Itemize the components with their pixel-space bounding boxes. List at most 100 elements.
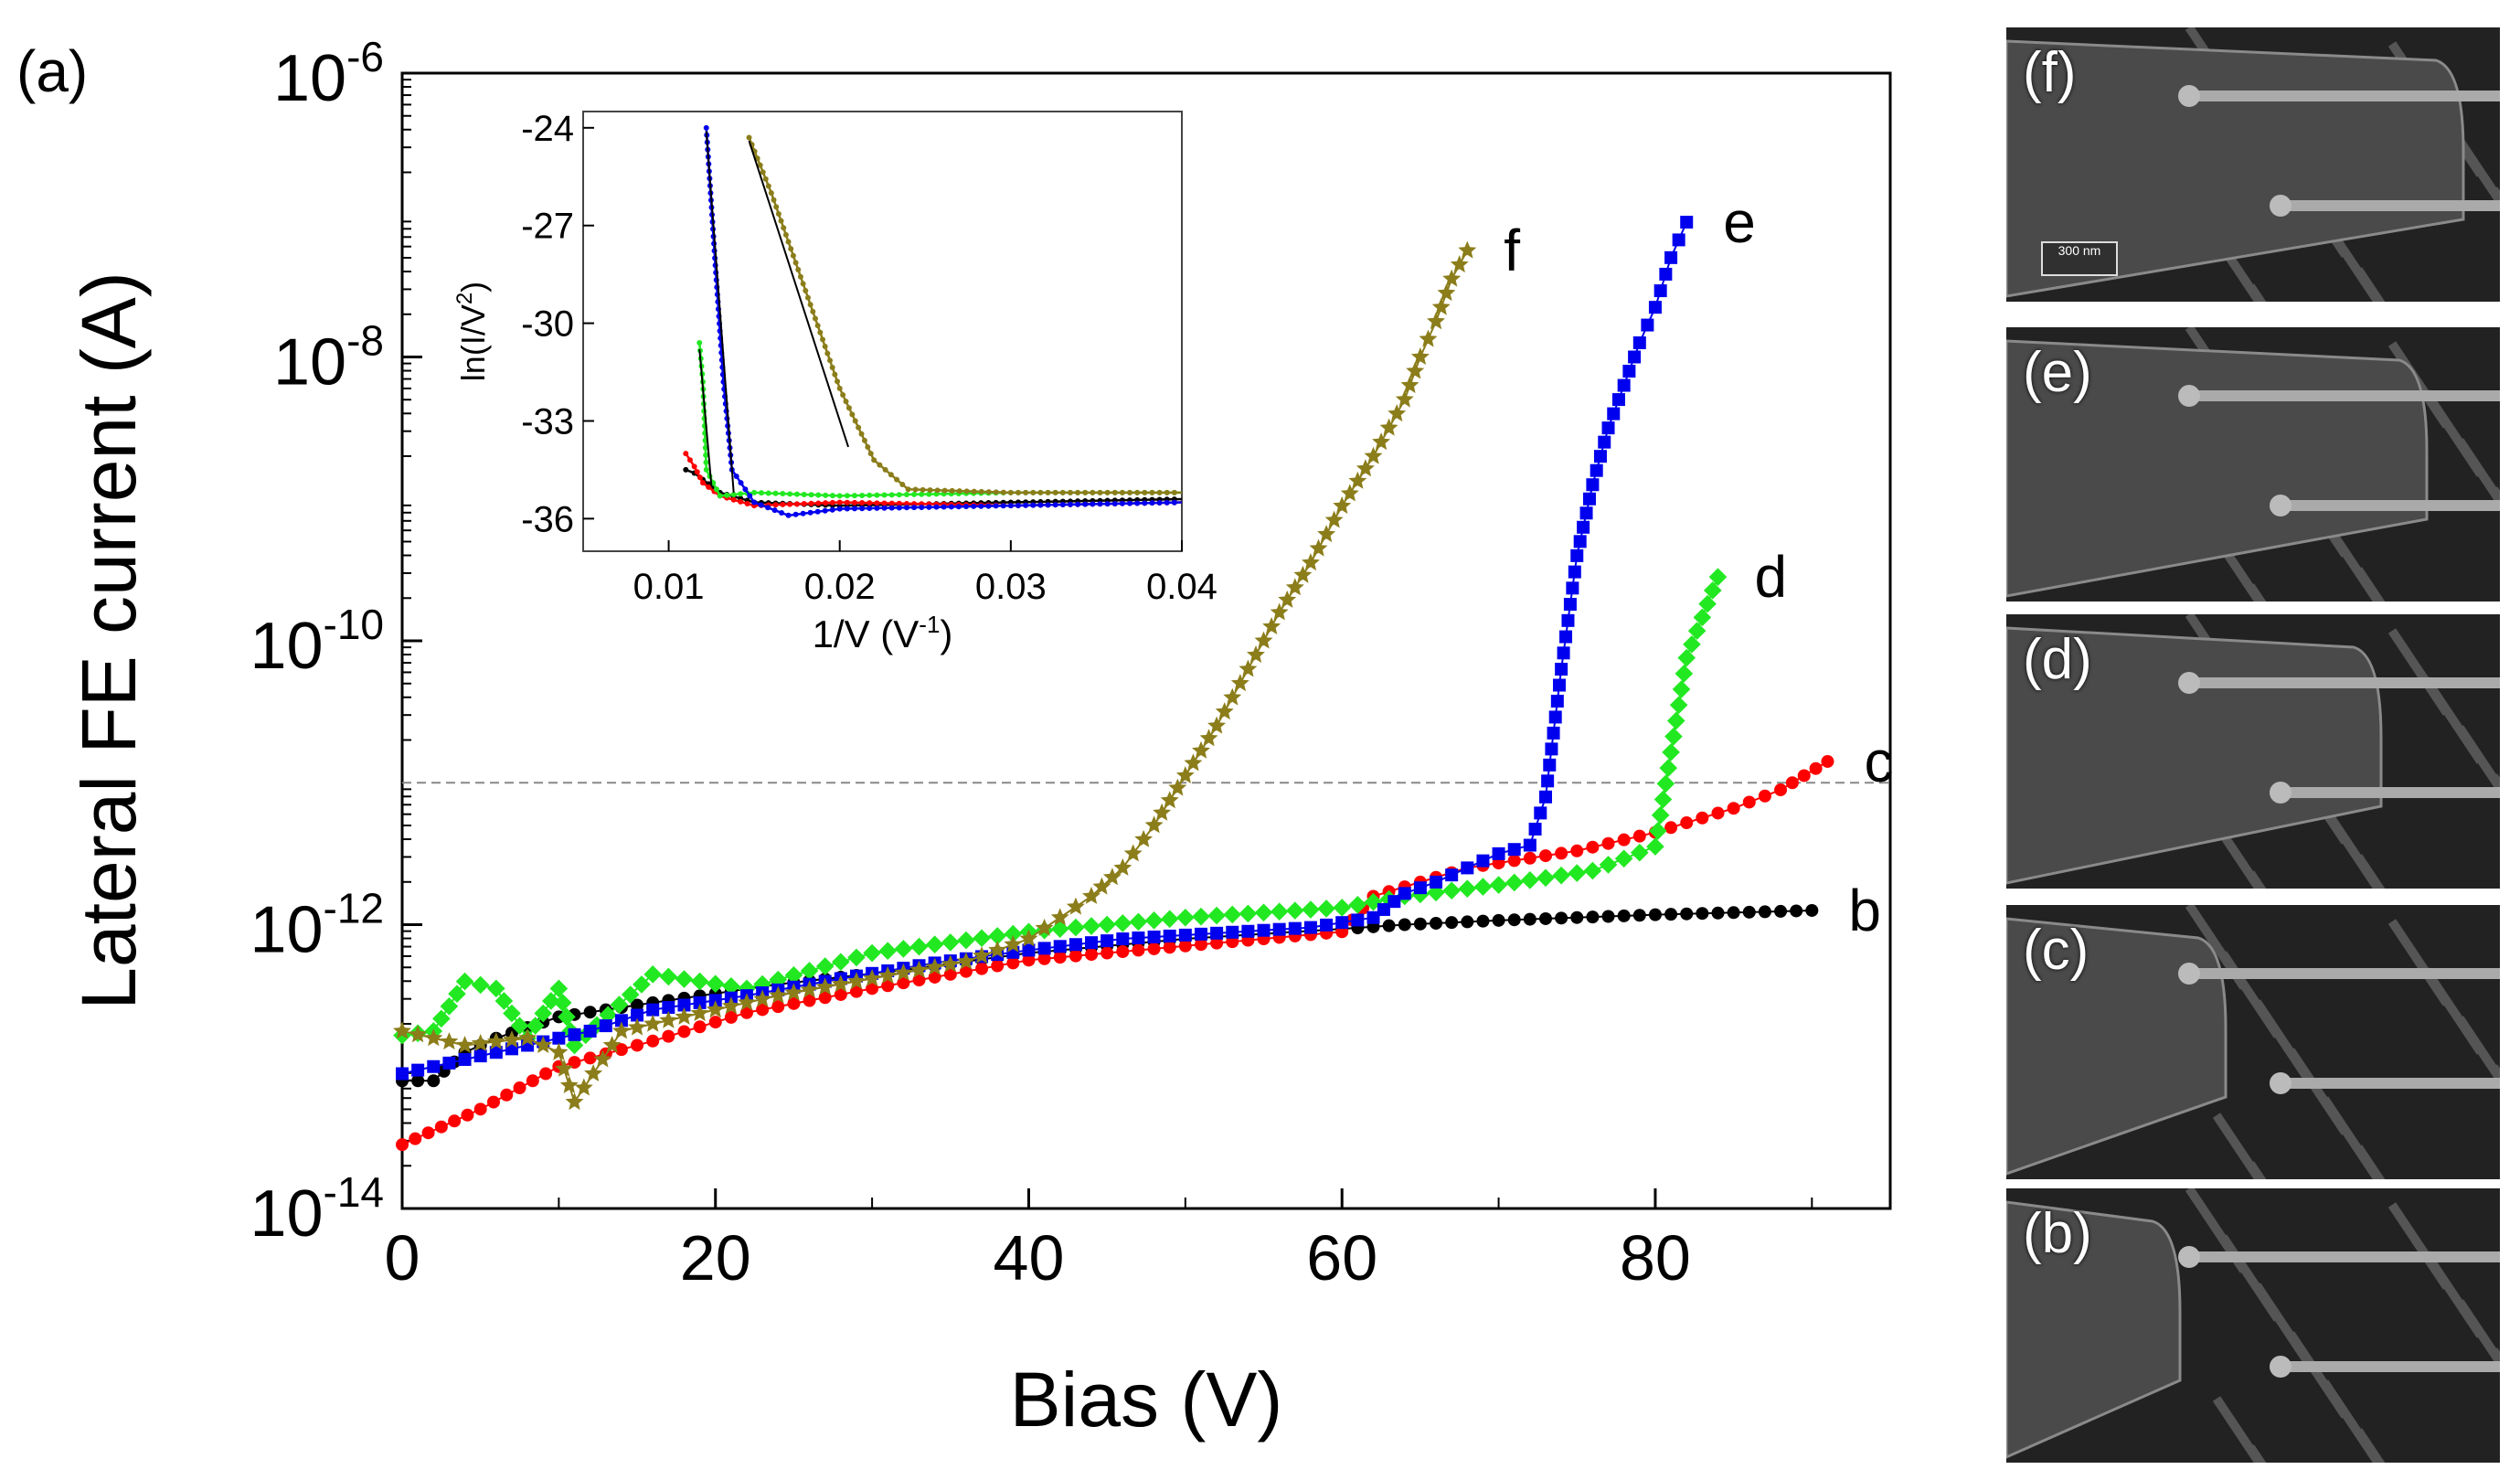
data-point-b — [1727, 906, 1740, 920]
data-point-d — [510, 1017, 529, 1035]
data-point-d — [1666, 711, 1685, 730]
inset-data-point-f — [899, 481, 906, 487]
data-point-f — [1458, 240, 1477, 259]
data-point-b — [1538, 911, 1552, 925]
inset-data-point-f — [771, 197, 777, 203]
y-tick-label: 10-6 — [273, 33, 384, 115]
data-point-d — [1693, 608, 1712, 627]
inset-data-point-f — [1149, 489, 1155, 495]
data-point-e — [1541, 774, 1555, 788]
inset-data-point-c — [815, 500, 822, 506]
data-point-d — [1302, 900, 1320, 919]
inset-data-point-f — [840, 391, 846, 398]
inset-data-point-f — [797, 273, 803, 280]
sem-illustration — [2006, 905, 2500, 1179]
data-point-e — [427, 1059, 441, 1073]
data-point-f — [1379, 418, 1398, 436]
data-point-b — [1790, 904, 1803, 918]
data-point-d — [1568, 864, 1587, 882]
data-point-b — [411, 1074, 425, 1088]
data-point-d — [909, 937, 929, 956]
y-tick-label: 10-10 — [250, 601, 384, 683]
inset-data-point-e — [941, 504, 947, 510]
data-point-b — [583, 1006, 597, 1019]
data-point-c — [771, 1000, 785, 1014]
inset-data-point-e — [896, 505, 902, 511]
data-point-e — [1085, 936, 1099, 950]
data-point-d — [1144, 911, 1164, 930]
data-point-d — [1677, 648, 1696, 667]
data-point-f — [973, 946, 991, 964]
data-point-f — [1302, 553, 1320, 571]
data-point-c — [1006, 956, 1020, 970]
data-point-f — [847, 972, 866, 990]
data-point-c — [473, 1102, 487, 1116]
data-point-e — [1617, 378, 1631, 392]
data-point-c — [912, 974, 926, 987]
inset-data-point-f — [949, 487, 955, 494]
data-point-c — [434, 1120, 448, 1134]
inset-data-point-e — [874, 505, 880, 511]
inset-data-point-f — [963, 488, 970, 495]
data-point-c — [1742, 795, 1756, 809]
data-point-e — [1545, 742, 1558, 756]
main-plot: 0 20 40 60 80 10-14 10-12 10-10 10-8 10-6 Bias (V)… — [66, 33, 1893, 1443]
data-point-d — [1675, 665, 1694, 683]
inset-data-point-f — [1059, 489, 1066, 495]
data-point-b — [1430, 916, 1443, 930]
data-point-e — [1523, 838, 1536, 852]
data-point-f — [1175, 766, 1195, 783]
inset-data-point-e — [1090, 501, 1096, 507]
data-point-e — [411, 1063, 425, 1077]
data-point-c — [396, 1138, 409, 1152]
data-point-f — [1406, 361, 1425, 379]
data-point-c — [1774, 783, 1788, 797]
inset-data-point-d — [696, 339, 703, 346]
inset-data-point-f — [920, 486, 926, 493]
data-point-d — [1708, 568, 1728, 586]
inset-data-point-d — [702, 444, 708, 451]
data-point-c — [1523, 851, 1536, 865]
data-point-b — [1382, 919, 1396, 932]
data-point-c — [1617, 833, 1631, 846]
data-point-c — [1538, 849, 1552, 863]
inset-data-point-c — [836, 499, 843, 506]
data-point-e — [1132, 931, 1145, 944]
data-point-e — [1601, 421, 1615, 435]
inset-data-point-e — [1156, 500, 1163, 506]
data-point-c — [708, 1016, 722, 1029]
data-point-e — [1476, 854, 1490, 868]
data-point-b — [631, 998, 644, 1012]
inset-data-point-d — [926, 491, 932, 497]
data-point-d — [1583, 861, 1602, 880]
inset-data-point-f — [778, 218, 784, 224]
data-point-d — [1505, 873, 1524, 892]
inset-data-point-e — [822, 507, 828, 514]
data-point-e — [1445, 868, 1459, 882]
inset-data-point-f — [852, 418, 858, 424]
inset-data-point-c — [881, 500, 888, 506]
data-point-f — [988, 940, 1007, 958]
data-point-f — [894, 963, 913, 981]
data-point-c — [787, 996, 801, 1010]
data-point-f — [486, 1032, 505, 1050]
inset-data-point-e — [948, 504, 954, 510]
data-point-b — [1711, 906, 1725, 920]
inset-data-point-e — [911, 505, 918, 511]
inset-data-point-e — [1097, 501, 1103, 507]
data-point-f — [409, 1025, 428, 1043]
data-point-e — [489, 1046, 503, 1059]
data-point-b — [1555, 911, 1568, 925]
data-point-b — [1523, 912, 1536, 926]
sem-illustration — [2006, 27, 2500, 302]
data-point-d — [863, 943, 881, 963]
data-point-e — [1590, 463, 1603, 477]
data-point-e — [1561, 613, 1575, 627]
data-point-d — [487, 979, 505, 998]
inset-data-point-c — [772, 502, 779, 508]
data-point-d — [1656, 774, 1675, 793]
inset-data-point-f — [1075, 489, 1081, 495]
data-point-f — [440, 1032, 459, 1050]
inset-data-point-d — [874, 492, 880, 498]
inset-data-point-f — [800, 281, 806, 287]
